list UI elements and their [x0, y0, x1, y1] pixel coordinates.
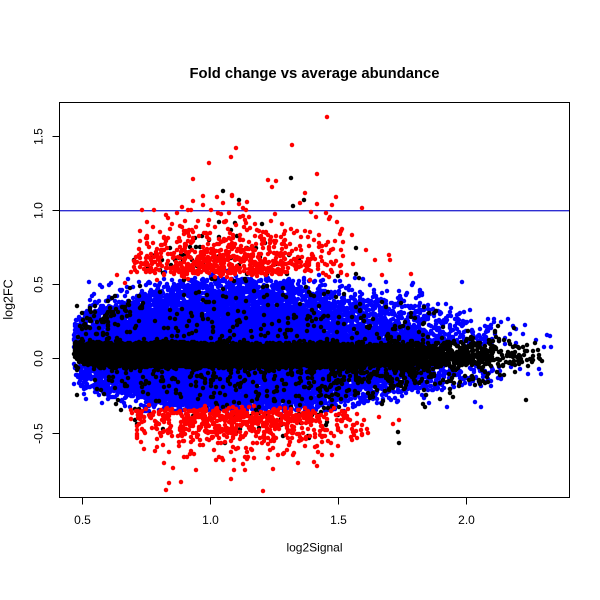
- svg-text:1.0: 1.0: [32, 202, 46, 219]
- svg-text:Fold change vs average abundan: Fold change vs average abundance: [190, 66, 440, 82]
- svg-text:0.0: 0.0: [32, 350, 46, 367]
- svg-text:1.5: 1.5: [32, 128, 46, 145]
- svg-text:0.5: 0.5: [74, 513, 91, 527]
- svg-text:-0.5: -0.5: [32, 423, 46, 444]
- svg-text:log2FC: log2FC: [2, 279, 16, 319]
- svg-text:0.5: 0.5: [32, 276, 46, 293]
- svg-text:2.0: 2.0: [458, 513, 475, 527]
- svg-text:log2Signal: log2Signal: [286, 541, 342, 555]
- svg-text:1.0: 1.0: [202, 513, 219, 527]
- svg-text:1.5: 1.5: [330, 513, 347, 527]
